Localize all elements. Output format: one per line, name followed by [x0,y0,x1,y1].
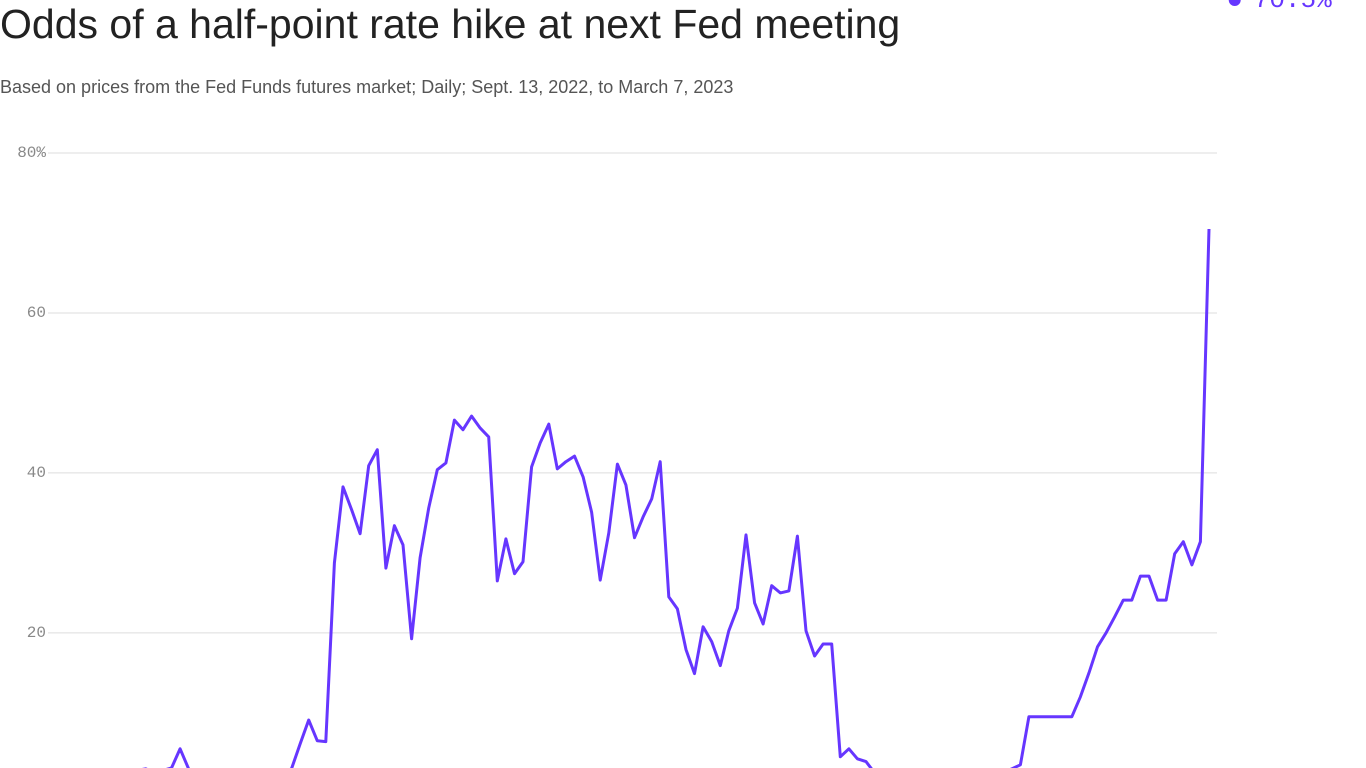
end-dot [1228,0,1241,6]
y-tick-label: 80% [17,144,46,162]
chart-title: Odds of a half-point rate hike at next F… [0,1,900,47]
value-label: 70.5% [1254,0,1332,15]
chart-subtitle: Based on prices from the Fed Funds futur… [0,77,733,97]
data-line [141,228,1211,768]
y-tick-label: 60 [27,304,46,322]
y-tick-label: 20 [27,624,46,642]
y-tick-label: 40 [27,464,46,482]
